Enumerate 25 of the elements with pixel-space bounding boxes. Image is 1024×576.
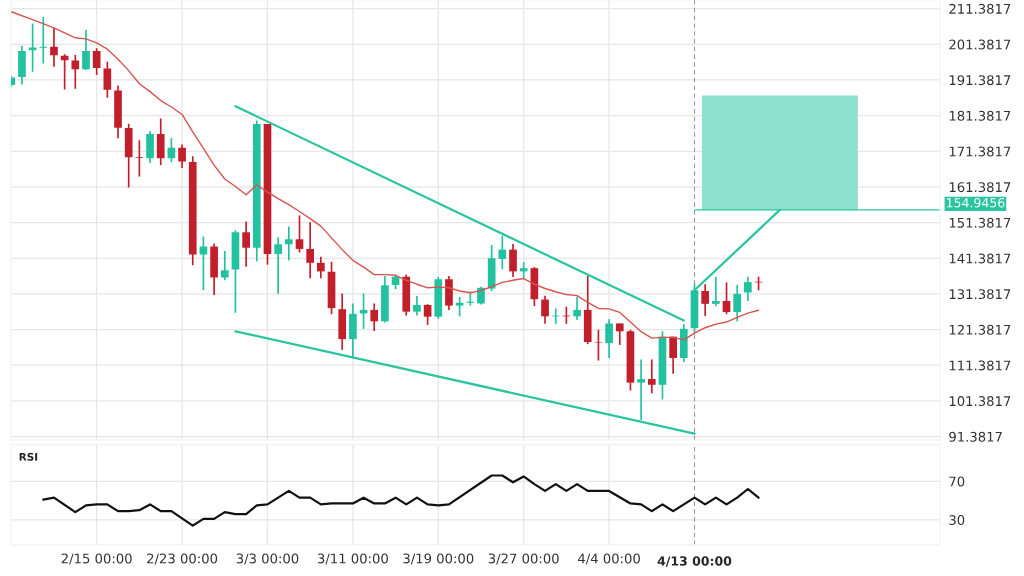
y-tick-label: 111.3817	[949, 360, 1011, 371]
ref-line-label: 4/13 00:00	[657, 556, 732, 567]
y-tick-label: 101.3817	[949, 396, 1011, 407]
y-tick-label: 70	[949, 476, 965, 487]
y-tick-label: 141.3817	[949, 253, 1011, 264]
y-tick-label: 30	[949, 515, 965, 526]
text: RSI	[19, 452, 38, 461]
y-tick-label: 151.3817	[949, 217, 1011, 228]
y-tick-label: 191.3817	[949, 75, 1011, 86]
y-tick-label: 211.3817	[949, 3, 1011, 14]
x-tick-label: 3/19 00:00	[403, 553, 474, 565]
y-tick-label: 181.3817	[949, 110, 1011, 121]
ref-line-label: 154.9456	[946, 198, 1005, 208]
y-tick-label: 171.3817	[949, 146, 1011, 157]
x-tick-label: 4/4 00:00	[578, 553, 640, 565]
x-tick-label: 3/3 00:00	[236, 553, 299, 565]
x-tick-label: 2/23 00:00	[147, 553, 218, 565]
y-tick-label: 161.3817	[949, 182, 1011, 193]
y-tick-label: 131.3817	[949, 289, 1011, 300]
x-tick-label: 3/27 00:00	[488, 553, 559, 565]
y-tick-label: 91.3817	[949, 431, 1002, 442]
y-tick-label: 201.3817	[949, 39, 1011, 50]
y-tick-label: 121.3817	[949, 324, 1011, 335]
x-tick-label: 2/15 00:00	[61, 553, 132, 565]
x-tick-label: 3/11 00:00	[317, 553, 388, 565]
